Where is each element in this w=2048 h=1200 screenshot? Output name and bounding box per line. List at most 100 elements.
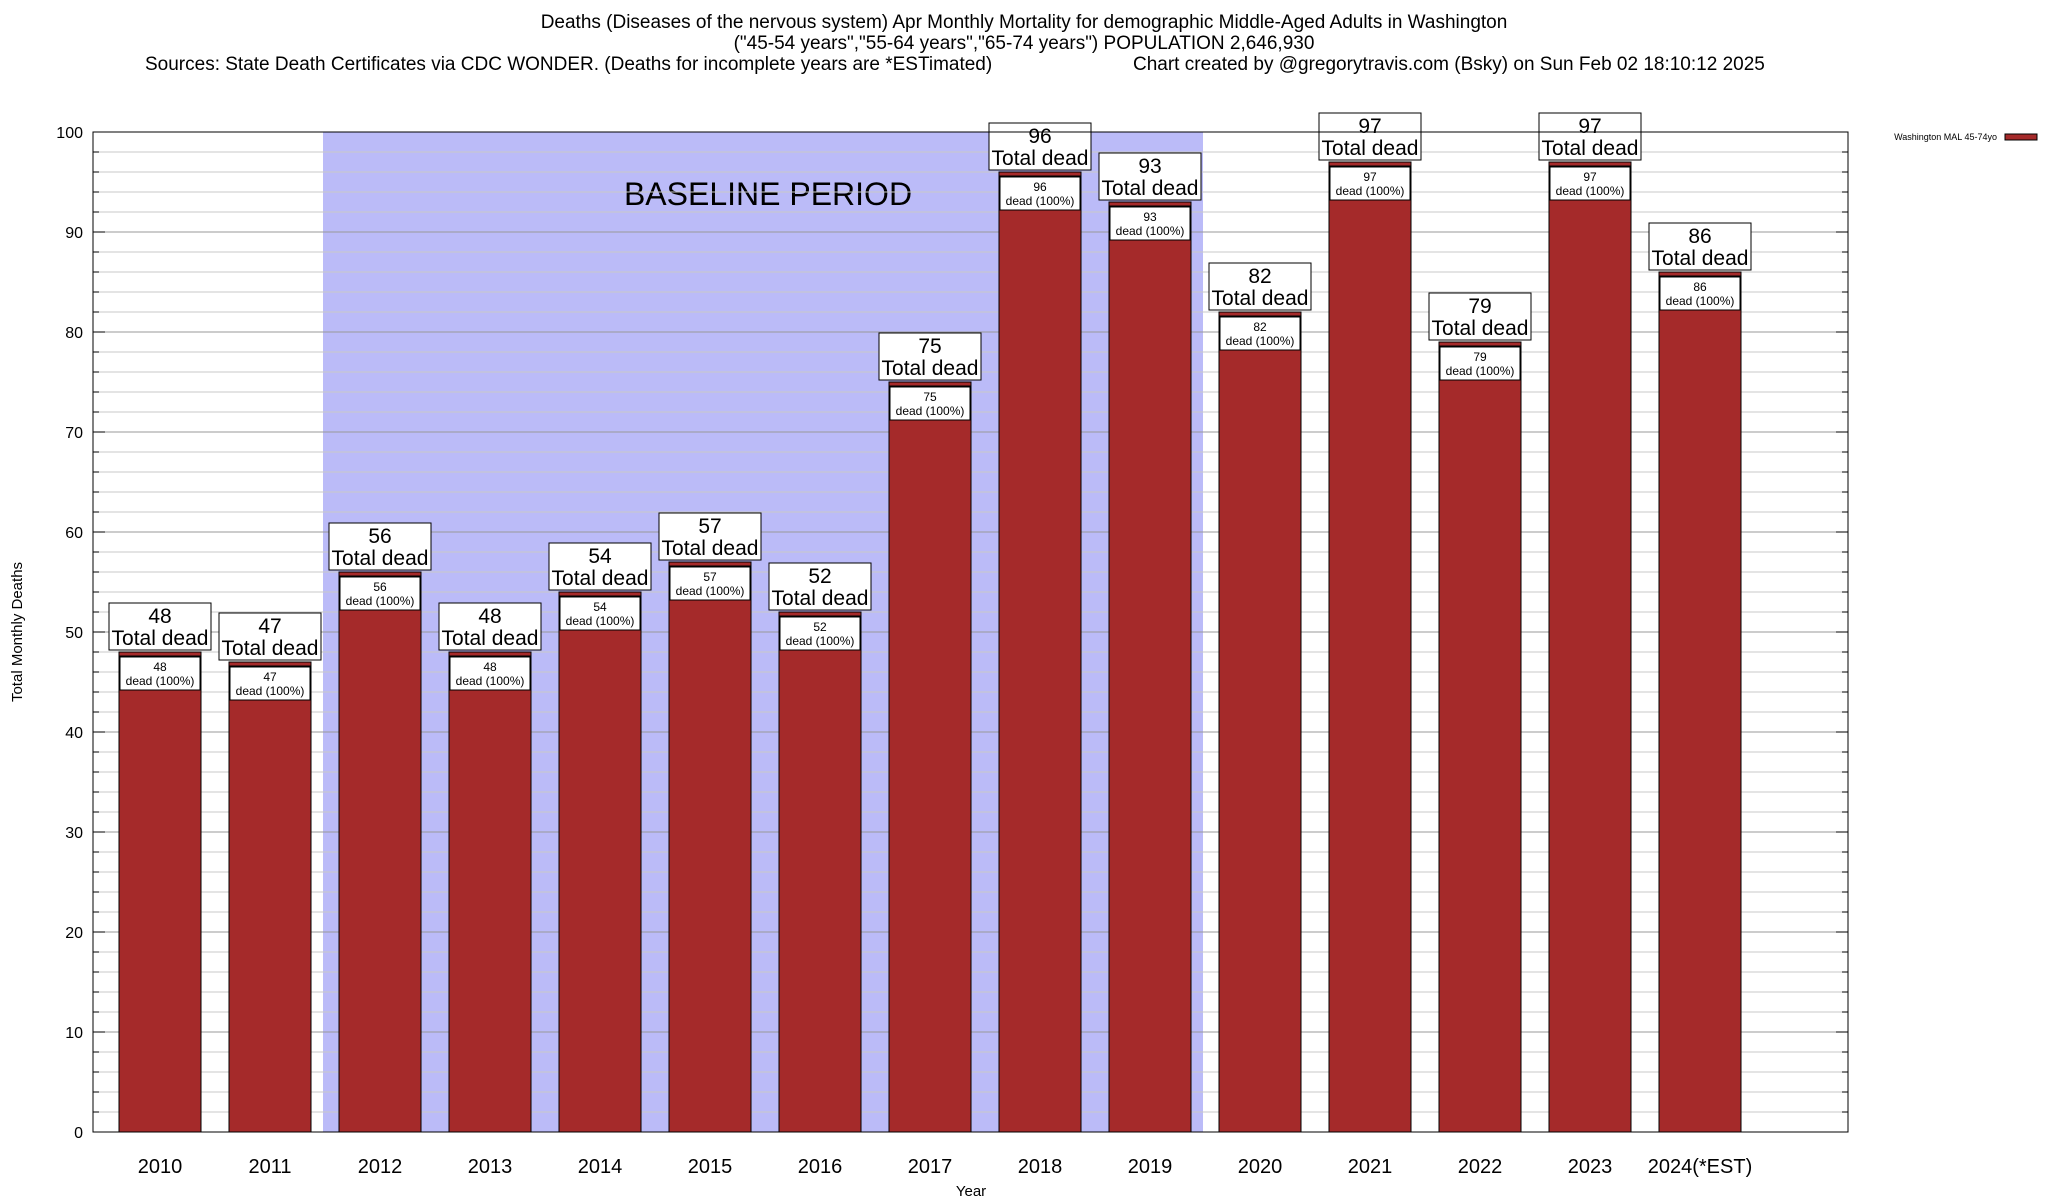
inner-percent-label: dead (100%) xyxy=(786,634,855,648)
inner-label-box xyxy=(229,666,311,701)
total-label-box xyxy=(1648,222,1752,271)
bar-2014[interactable] xyxy=(558,591,642,1133)
inner-label-box xyxy=(119,656,201,691)
bar-cap xyxy=(228,661,312,667)
x-tick-label: 2010 xyxy=(138,1156,183,1178)
x-tick-label: 2017 xyxy=(908,1156,953,1178)
inner-value-label: 56 xyxy=(373,580,387,594)
x-tick-label: 2024(*EST) xyxy=(1648,1156,1753,1178)
bar-cap xyxy=(888,381,972,387)
baseline-label: BASELINE PERIOD xyxy=(624,176,912,212)
y-tick-label: 0 xyxy=(74,1125,83,1142)
legend-label: Washington MAL 45-74yo xyxy=(1894,132,1997,142)
bar-2023[interactable] xyxy=(1548,161,1632,1133)
total-dead-label: Total dead xyxy=(222,637,319,660)
inner-value-label: 97 xyxy=(1363,170,1377,184)
bar-2018[interactable] xyxy=(998,171,1082,1133)
inner-label-box xyxy=(669,566,751,601)
bar-cap xyxy=(998,171,1082,177)
chart-title: Deaths (Diseases of the nervous system) … xyxy=(0,12,2048,54)
inner-value-label: 96 xyxy=(1033,180,1047,194)
bar-2010[interactable] xyxy=(118,651,202,1133)
inner-value-label: 57 xyxy=(703,570,717,584)
y-tick-label: 90 xyxy=(65,225,83,242)
total-label-box xyxy=(218,612,322,661)
bar-2024(*EST)[interactable] xyxy=(1658,271,1742,1133)
bar-2013[interactable] xyxy=(448,651,532,1133)
inner-value-label: 97 xyxy=(1583,170,1597,184)
bar-2022[interactable] xyxy=(1438,341,1522,1133)
inner-value-label: 93 xyxy=(1143,210,1157,224)
total-dead-label: Total dead xyxy=(1212,287,1309,310)
total-value-label: 93 xyxy=(1138,155,1161,178)
bar-cap xyxy=(1658,271,1742,277)
total-dead-label: Total dead xyxy=(1542,137,1639,160)
sources-text: Sources: State Death Certificates via CD… xyxy=(145,54,993,75)
bar-2020[interactable] xyxy=(1218,311,1302,1133)
inner-label-box xyxy=(889,386,971,421)
inner-percent-label: dead (100%) xyxy=(1226,334,1295,348)
inner-label-box xyxy=(1329,166,1411,201)
bar-2017[interactable] xyxy=(888,381,972,1133)
total-value-label: 96 xyxy=(1028,125,1051,148)
total-dead-label: Total dead xyxy=(772,587,869,610)
inner-value-label: 86 xyxy=(1693,280,1707,294)
inner-label-box xyxy=(1549,166,1631,201)
inner-value-label: 75 xyxy=(923,390,937,404)
bar-cap xyxy=(1548,161,1632,167)
bar-cap xyxy=(1108,201,1192,207)
y-tick-label: 20 xyxy=(65,925,83,942)
x-tick-label: 2016 xyxy=(798,1156,843,1178)
total-value-label: 86 xyxy=(1688,225,1711,248)
x-tick-label: 2014 xyxy=(578,1156,623,1178)
total-label-box xyxy=(438,602,542,651)
bar-cap xyxy=(558,591,642,597)
total-value-label: 47 xyxy=(258,615,281,638)
credit-text: Chart created by @gregorytravis.com (Bsk… xyxy=(1133,54,1765,75)
total-value-label: 57 xyxy=(698,515,721,538)
total-dead-label: Total dead xyxy=(882,357,979,380)
bar-2011[interactable] xyxy=(228,661,312,1133)
total-label-box xyxy=(768,562,872,611)
inner-percent-label: dead (100%) xyxy=(896,404,965,418)
bar-2016[interactable] xyxy=(778,611,862,1133)
total-dead-label: Total dead xyxy=(1652,247,1749,270)
title-line-1: Deaths (Diseases of the nervous system) … xyxy=(540,12,1508,33)
bar-2015[interactable] xyxy=(668,561,752,1133)
inner-percent-label: dead (100%) xyxy=(1116,224,1185,238)
total-dead-label: Total dead xyxy=(112,627,209,650)
total-value-label: 79 xyxy=(1468,295,1491,318)
total-dead-label: Total dead xyxy=(332,547,429,570)
bar-cap xyxy=(338,571,422,577)
total-label-box xyxy=(1538,112,1642,161)
total-dead-label: Total dead xyxy=(1322,137,1419,160)
x-tick-label: 2015 xyxy=(688,1156,733,1178)
x-tick-label: 2018 xyxy=(1018,1156,1063,1178)
inner-value-label: 54 xyxy=(593,600,607,614)
inner-percent-label: dead (100%) xyxy=(566,614,635,628)
total-dead-label: Total dead xyxy=(442,627,539,650)
total-value-label: 54 xyxy=(588,545,612,568)
total-dead-label: Total dead xyxy=(992,147,1089,170)
bar-2021[interactable] xyxy=(1328,161,1412,1133)
x-tick-label: 2019 xyxy=(1128,1156,1173,1178)
inner-percent-label: dead (100%) xyxy=(1336,184,1405,198)
total-value-label: 52 xyxy=(808,565,831,588)
total-label-box xyxy=(328,522,432,571)
total-dead-label: Total dead xyxy=(1102,177,1199,200)
bar-2019[interactable] xyxy=(1108,201,1192,1133)
bar-cap xyxy=(448,651,532,657)
bar-cap xyxy=(668,561,752,567)
inner-percent-label: dead (100%) xyxy=(1666,294,1735,308)
total-label-box xyxy=(548,542,652,591)
bar-2012[interactable] xyxy=(338,571,422,1133)
inner-value-label: 48 xyxy=(153,660,167,674)
inner-percent-label: dead (100%) xyxy=(1556,184,1625,198)
inner-percent-label: dead (100%) xyxy=(1006,194,1075,208)
inner-percent-label: dead (100%) xyxy=(1446,364,1515,378)
total-dead-label: Total dead xyxy=(1432,317,1529,340)
x-tick-label: 2011 xyxy=(248,1156,291,1178)
y-tick-label: 70 xyxy=(65,425,83,442)
total-value-label: 56 xyxy=(368,525,391,548)
